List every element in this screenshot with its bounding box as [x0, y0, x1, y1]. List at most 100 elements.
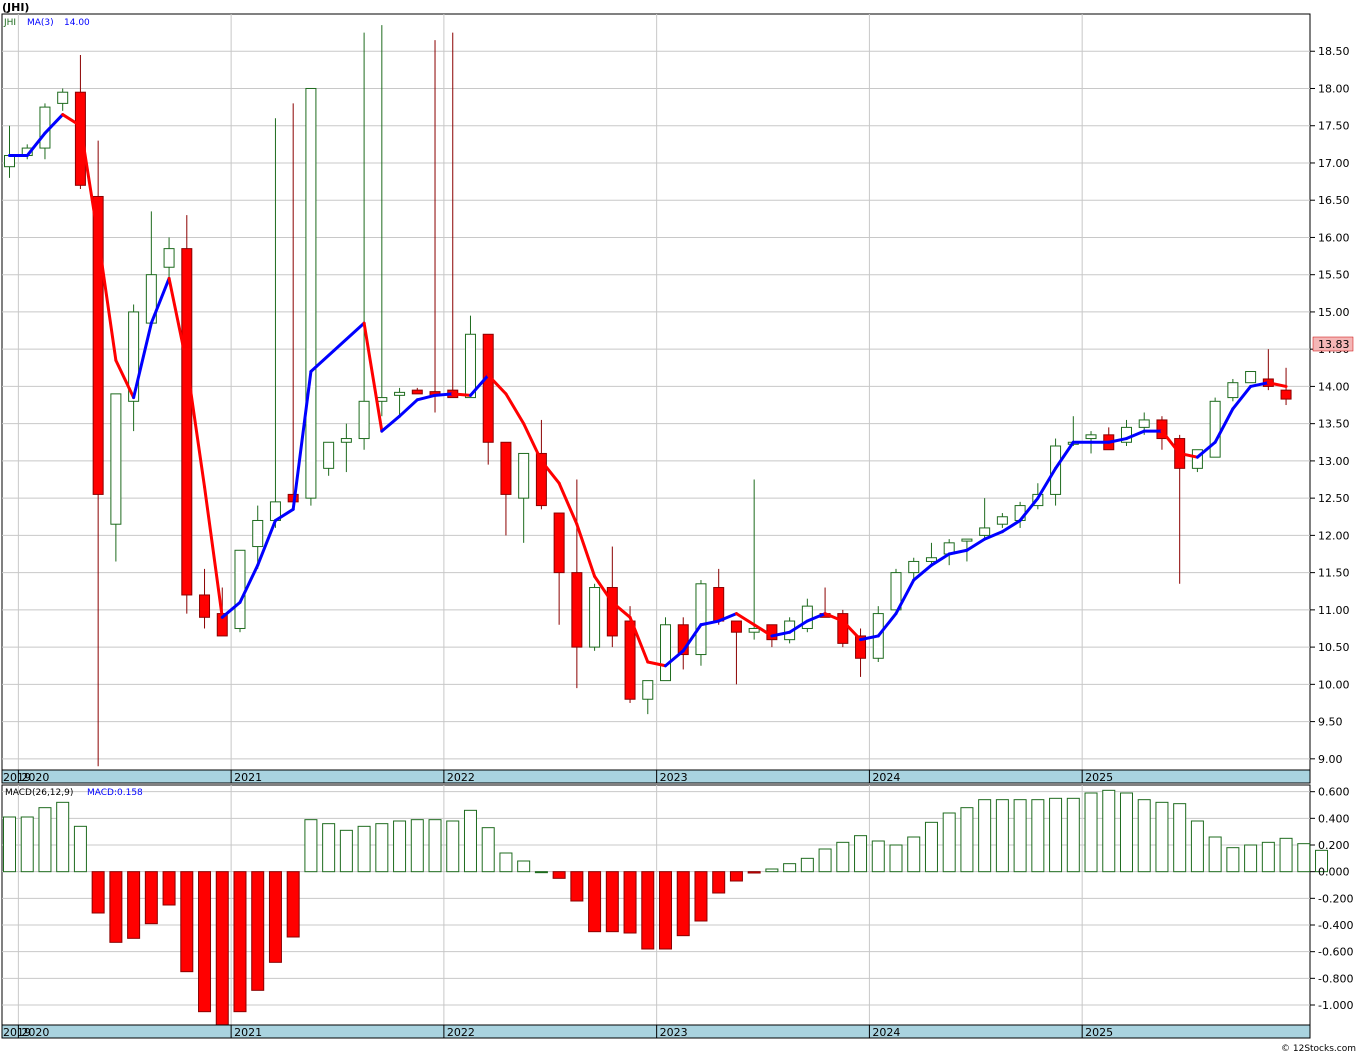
macd-bar-positive	[800, 857, 814, 873]
candle-body-up	[1245, 371, 1257, 384]
macd-bars	[3, 789, 1329, 1026]
macd-y-tick-label: -0.600	[1318, 946, 1353, 959]
candle-body-up	[979, 527, 991, 536]
price-y-tick-label: 15.00	[1318, 306, 1350, 319]
macd-bar-negative	[268, 871, 282, 963]
candle-body-up	[128, 311, 140, 402]
date-axis-band-bottom	[1, 1024, 1311, 1039]
price-y-tick-label: 12.00	[1318, 529, 1350, 542]
macd-bar-positive	[1279, 837, 1293, 873]
candle-body-up	[890, 572, 902, 611]
last-price-box	[1312, 336, 1354, 352]
ma-segment	[1231, 384, 1253, 411]
ma-segment	[628, 615, 650, 664]
macd-y-axis: -1.000 -0.800 -0.600 -0.400 -0.200 0.000 0.200…	[1310, 786, 1353, 1012]
date-label: 2021	[234, 771, 262, 784]
price-grid	[2, 14, 1310, 770]
candle-body-up	[57, 91, 69, 104]
macd-bar-positive	[1049, 797, 1063, 873]
price-y-tick-label: 17.50	[1318, 120, 1350, 133]
candle-body-up	[305, 87, 317, 499]
macd-bar-positive	[836, 841, 850, 873]
ma-segment	[1018, 496, 1040, 522]
ma-segment	[1124, 429, 1146, 441]
ma-segment	[25, 131, 47, 158]
candle-body-up	[394, 391, 406, 396]
ma-segment	[362, 321, 384, 433]
macd-y-tick-label: 0.200	[1318, 839, 1350, 852]
macd-bar-negative	[659, 871, 673, 950]
macd-bar-positive	[1315, 849, 1329, 873]
macd-bar-positive	[1102, 789, 1116, 873]
macd-bar-positive	[20, 816, 34, 873]
candle	[642, 680, 654, 715]
ma-segment	[1054, 440, 1075, 470]
macd-bar-positive	[907, 836, 921, 873]
candle-body-down	[837, 613, 849, 644]
candle-body-down	[500, 441, 512, 495]
macd-bar-negative	[605, 871, 619, 933]
candle-body-up	[961, 538, 973, 542]
price-y-tick-label: 14.00	[1318, 380, 1350, 393]
candle-body-up	[464, 333, 476, 399]
ma-segment	[61, 113, 82, 128]
candle-body-up	[323, 441, 335, 469]
ma-segment	[273, 507, 295, 522]
candle	[500, 441, 512, 536]
ma-segment	[522, 422, 543, 463]
candle	[234, 549, 246, 633]
macd-legend-label: MACD(26,12,9)	[5, 788, 73, 798]
price-y-tick-label: 17.00	[1318, 157, 1350, 170]
ma-segment	[770, 630, 792, 638]
candle-body-up	[234, 549, 246, 629]
candle-body-down	[92, 195, 104, 495]
ma-segment	[1036, 466, 1058, 500]
ma-segment	[1213, 407, 1235, 444]
candle-body-down	[571, 572, 583, 648]
legend-ma-value: 14.00	[64, 18, 90, 28]
candle-body-up	[163, 248, 175, 268]
macd-y-tick-label: -0.400	[1318, 919, 1353, 932]
macd-bar-positive	[38, 807, 52, 873]
candle-body-up	[908, 560, 920, 574]
candle	[394, 387, 406, 417]
candle-body-up	[1209, 400, 1221, 458]
date-label: 2025	[1085, 1026, 1113, 1039]
candle-body-down	[677, 624, 689, 656]
macd-y-tick-label: -0.200	[1318, 892, 1353, 905]
candle	[199, 568, 211, 629]
macd-bar-positive	[73, 825, 87, 873]
ma-segment	[185, 362, 207, 489]
ma-segment	[220, 600, 242, 619]
price-y-tick-label: 9.50	[1318, 716, 1343, 729]
ma-segment	[805, 612, 827, 623]
macd-bar-positive	[446, 820, 460, 873]
ma-segment	[256, 518, 277, 567]
ma-segment	[876, 612, 898, 638]
macd-bar-positive	[818, 848, 832, 873]
macd-bar-positive	[56, 801, 70, 873]
candle	[695, 580, 707, 666]
macd-bar-positive	[765, 868, 779, 873]
candle	[163, 237, 175, 283]
candle	[571, 479, 583, 689]
price-y-tick-label: 13.50	[1318, 418, 1350, 431]
macd-bar-positive	[517, 860, 531, 873]
ma-segment	[947, 548, 969, 556]
ma-segment	[451, 392, 472, 397]
macd-bar-negative	[91, 871, 105, 914]
candle	[128, 304, 140, 432]
candle	[110, 393, 122, 562]
candle-body-up	[518, 452, 530, 499]
macd-bar-positive	[1013, 799, 1027, 873]
ma-segment	[504, 392, 526, 426]
macd-bar-negative	[251, 871, 265, 991]
ma-segment	[575, 522, 597, 578]
ma-segment	[929, 552, 951, 567]
macd-bar-negative	[144, 871, 158, 925]
candle	[1209, 397, 1221, 458]
macd-bar-negative	[729, 871, 743, 882]
candle	[1191, 449, 1203, 473]
